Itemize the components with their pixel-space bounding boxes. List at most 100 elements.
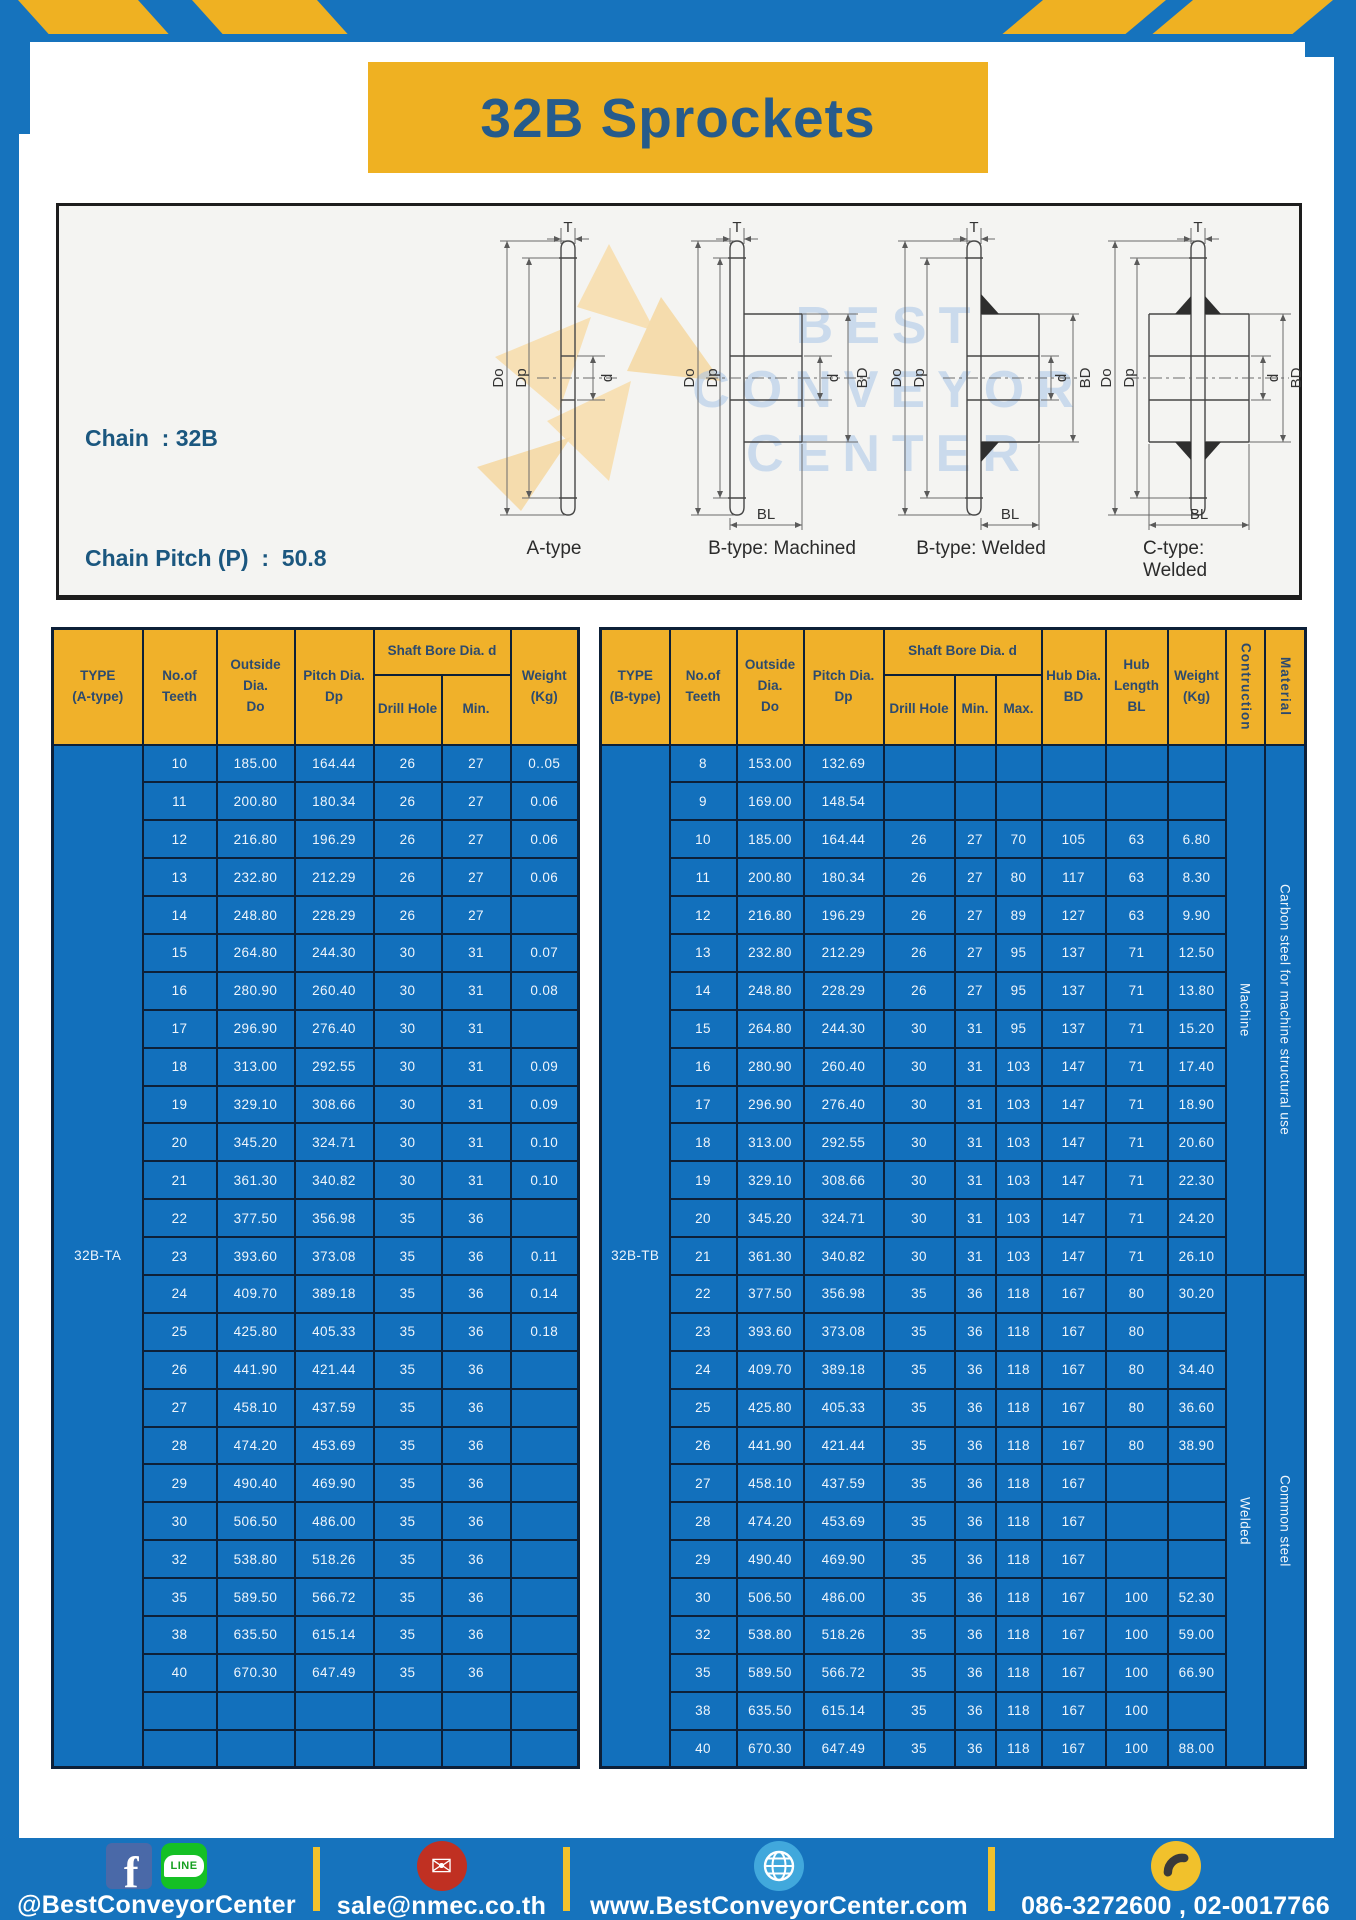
table-cell: 421.44	[293, 1349, 375, 1390]
table-cell: 118	[994, 1387, 1043, 1428]
table-cell: 30	[372, 1122, 443, 1163]
table-row: 22 377.50 356.98 35 36	[53, 1198, 580, 1239]
table-cell	[215, 1728, 296, 1769]
table-cell: 14	[141, 895, 218, 935]
table-cell: 31	[953, 1236, 997, 1276]
table-cell: 0..05	[509, 743, 580, 784]
table-cell: 35	[882, 1501, 956, 1542]
table-cell: 100	[1104, 1614, 1169, 1655]
table-cell: 35	[141, 1577, 218, 1617]
table-cell: 377.50	[735, 1273, 805, 1314]
table-cell: 453.69	[293, 1425, 375, 1466]
table-cell: 71	[1104, 1198, 1169, 1239]
table-cell: 244.30	[293, 932, 375, 973]
page-title: 32B Sprockets	[480, 86, 876, 149]
table-row: 14 248.80 228.29 26 27	[53, 895, 580, 935]
table-cell: 36	[440, 1273, 512, 1314]
col-header-material: Material	[1263, 627, 1307, 746]
table-row: 12 216.80 196.29 26 27 0.06	[53, 819, 580, 860]
diagram-caption-bm: B-type: Machined	[708, 538, 856, 559]
phone-icon	[1150, 1841, 1201, 1891]
table-cell: 10	[668, 819, 738, 860]
table-cell: 31	[953, 1198, 997, 1239]
table-cell: 313.00	[215, 1046, 296, 1087]
table-cell: 71	[1104, 932, 1169, 973]
table-cell	[994, 781, 1043, 822]
table-cell: 36	[440, 1463, 512, 1504]
table-row: 24 409.70 389.18 35 36 0.14	[53, 1273, 580, 1314]
table-cell: 147	[1040, 1198, 1107, 1239]
table-cell: 474.20	[215, 1425, 296, 1466]
table-cell: 437.59	[802, 1463, 885, 1504]
table-a-type: TYPE (A-type) No.of Teeth Outside Dia. D…	[51, 627, 581, 1770]
dim-label-dp: Dp	[513, 368, 530, 387]
table-row: 17 296.90 276.40 30 31	[53, 1008, 580, 1049]
table-cell: 292.55	[802, 1122, 885, 1163]
table-cell: 17	[668, 1084, 738, 1125]
table-cell: 292.55	[293, 1046, 375, 1087]
table-cell: 35	[372, 1539, 443, 1580]
table-cell: 437.59	[293, 1387, 375, 1428]
table-cell: 167	[1040, 1539, 1107, 1580]
table-cell: 30.20	[1166, 1273, 1227, 1314]
table-cell: 12	[141, 819, 218, 860]
dim-label-dp: Dp	[911, 368, 928, 387]
footer-phone-section: 086-3272600 , 02-0017766	[995, 1838, 1356, 1920]
table-cell: 36	[440, 1425, 512, 1466]
table-cell: 185.00	[215, 743, 296, 784]
table-cell: 31	[440, 1046, 512, 1087]
table-cell: 26.10	[1166, 1236, 1227, 1276]
table-cell: 35	[372, 1652, 443, 1693]
table-row: 25 425.80 405.33 35 36 118 167 80 36.60	[601, 1387, 1306, 1428]
table-cell: 26	[668, 1425, 738, 1466]
table-cell: 36	[953, 1728, 997, 1769]
table-cell: 441.90	[215, 1349, 296, 1390]
table-cell: 20	[668, 1198, 738, 1239]
table-cell: 474.20	[735, 1501, 805, 1542]
table-a-body: 32B-TA 10 185.00 164.44 26 27 0..05 11 200.80 180…	[51, 743, 580, 1769]
table-cell: 36	[953, 1652, 997, 1693]
table-row: 14 248.80 228.29 26 27 95 137 71 13.80	[601, 970, 1306, 1011]
dim-label-d: d	[1265, 374, 1282, 382]
table-cell: 35	[882, 1387, 956, 1428]
table-cell	[509, 1728, 580, 1769]
table-row: 19 329.10 308.66 30 31 0.09	[53, 1084, 580, 1125]
table-cell: 30	[882, 1198, 956, 1239]
line-badge: LINE	[164, 1854, 204, 1877]
table-cell: 296.90	[215, 1008, 296, 1049]
table-cell: 405.33	[293, 1311, 375, 1352]
watermark-text: BEST CONVEYOR CENTER	[679, 294, 1099, 486]
dim-label-t: T	[969, 220, 978, 236]
col-header-shaft-bore: Shaft Bore Dia. d	[372, 627, 512, 676]
table-cell: 71	[1104, 1008, 1169, 1049]
table-cell: 458.10	[215, 1387, 296, 1428]
table-cell	[293, 1690, 375, 1731]
table-cell: 103	[994, 1236, 1043, 1276]
table-cell: 127	[1040, 895, 1107, 935]
table-cell: 0.06	[509, 781, 580, 822]
table-cell: 486.00	[802, 1577, 885, 1617]
material-cell: Common steel	[1263, 1273, 1307, 1769]
table-cell: 89	[994, 895, 1043, 935]
table-cell: 38	[141, 1614, 218, 1655]
table-cell: 118	[994, 1652, 1043, 1693]
dim-label-bl: BL	[1190, 506, 1208, 523]
table-cell: 469.90	[802, 1539, 885, 1580]
table-cell: 71	[1104, 1160, 1169, 1201]
table-cell: 0.08	[509, 970, 580, 1011]
table-cell: 35	[882, 1614, 956, 1655]
material-cell: Carbon steel for machine structural use	[1263, 743, 1307, 1276]
table-cell: 180.34	[802, 857, 885, 898]
table-cell: 486.00	[293, 1501, 375, 1542]
table-cell	[1166, 1311, 1227, 1352]
table-cell: 71	[1104, 1046, 1169, 1087]
table-cell: 389.18	[802, 1349, 885, 1390]
type-cell: 32B-TA	[51, 743, 144, 1769]
table-cell	[509, 1652, 580, 1693]
table-cell: 118	[994, 1425, 1043, 1466]
table-cell: 17	[141, 1008, 218, 1049]
table-cell: 137	[1040, 1008, 1107, 1049]
table-cell: 66.90	[1166, 1652, 1227, 1693]
table-cell: 27	[953, 895, 997, 935]
table-cell: 441.90	[735, 1425, 805, 1466]
